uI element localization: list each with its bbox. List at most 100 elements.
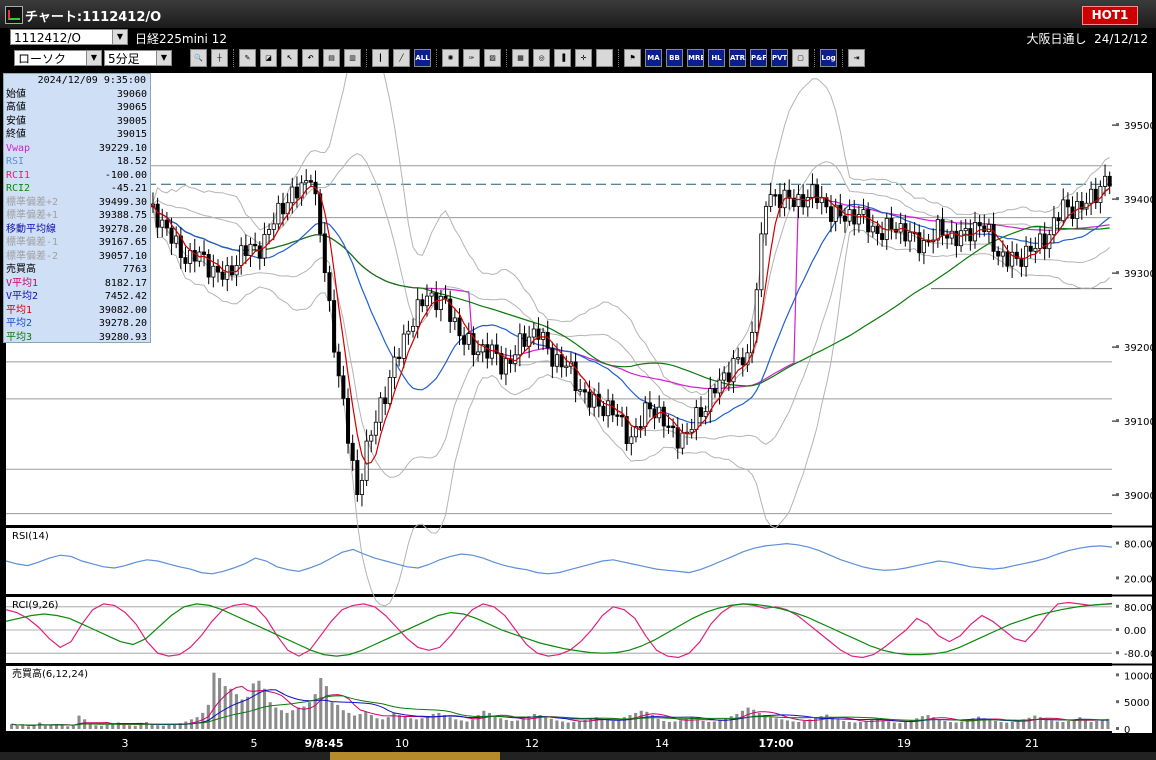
candle-body (383, 397, 388, 405)
pvt-icon[interactable]: PVT (771, 49, 788, 67)
market-date: 大阪日通し 24/12/12 (1026, 30, 1148, 47)
candle-body (178, 235, 183, 258)
magnifier-icon[interactable]: 🔍 (190, 49, 207, 67)
frame-icon[interactable]: ▢ (792, 49, 809, 67)
candle-body (815, 184, 820, 204)
candle-body (271, 223, 276, 230)
zoom-chart-icon[interactable]: ◎ (533, 49, 550, 67)
rci-title: RCI(9,26) (12, 600, 59, 611)
volume-bar (1038, 717, 1043, 729)
candle-body (429, 292, 434, 297)
pen-icon[interactable]: ✎ (239, 49, 256, 67)
candle-body (977, 222, 982, 227)
log-icon[interactable]: Log (820, 49, 837, 67)
chart-add-icon[interactable]: ▦ (512, 49, 529, 67)
exit-icon[interactable]: ⇥ (848, 49, 865, 67)
volume-bar (825, 714, 829, 729)
candle-body (290, 186, 295, 204)
volume-bar (566, 722, 570, 729)
document-icon[interactable]: ▤ (323, 49, 340, 67)
volume-bar (774, 718, 778, 729)
candle-body (940, 219, 945, 236)
gear-icon[interactable]: ✺ (442, 49, 459, 67)
candle-body (661, 406, 666, 427)
blank-icon[interactable] (596, 49, 613, 67)
volume-bar (780, 719, 784, 729)
palette-icon[interactable]: ▨ (484, 49, 501, 67)
candle-body (587, 391, 592, 408)
candle-body (420, 299, 425, 307)
info-value: 39082.00 (98, 304, 147, 316)
rsi-line (6, 542, 1113, 575)
y-tick-dot (1116, 727, 1119, 730)
volume-bar (60, 725, 64, 729)
info-row: 標準偏差+1 39388.75 (4, 209, 150, 223)
undo-icon[interactable]: ↶ (302, 49, 319, 67)
candle-body (698, 407, 704, 417)
flag-icon[interactable]: ⚑ (624, 49, 641, 67)
mre-icon[interactable]: MRE (687, 49, 704, 67)
horizontal-scrollbar[interactable] (0, 752, 1156, 760)
symbol-combo[interactable]: 1112412/O ▼ (10, 29, 128, 45)
bar-chart-icon[interactable]: ▐ (554, 49, 571, 67)
candle-body (536, 328, 541, 340)
chart-area[interactable]: 39500 39400 39300 39200 39100 39000 RSI(14) 80.… (6, 73, 1152, 753)
candle-body (982, 225, 987, 233)
hl-icon[interactable]: HL (708, 49, 725, 67)
chevron-down-icon[interactable]: ▼ (156, 51, 171, 65)
candle-body (155, 203, 160, 228)
bb-icon[interactable]: BB (666, 49, 683, 67)
candle-icon[interactable]: ┃ (372, 49, 389, 67)
y-tick-dot (1116, 493, 1119, 497)
candle-body (327, 272, 332, 301)
candle-body (1042, 233, 1047, 250)
atr-icon[interactable]: ATR (729, 49, 746, 67)
candle-body (248, 243, 253, 256)
line-chart-icon[interactable]: ╱ (393, 49, 410, 67)
volume-bar (971, 718, 975, 729)
crosshair-icon[interactable]: ┼ (211, 49, 228, 67)
volume-bar (364, 711, 368, 729)
pg-icon[interactable]: P&F (750, 49, 767, 67)
chevron-down-icon[interactable]: ▼ (112, 30, 127, 44)
interval-select[interactable]: 5分足 ▼ (104, 50, 172, 66)
mark-icon[interactable]: ✛ (575, 49, 592, 67)
volume-bar (1022, 719, 1026, 729)
trash-icon[interactable]: ▥ (344, 49, 361, 67)
info-label: 終値 (6, 129, 26, 140)
candle-body (917, 232, 922, 254)
volume-bar (791, 721, 795, 729)
candle-body (852, 209, 857, 225)
candle-body (304, 180, 309, 184)
y-tick-dot (1116, 576, 1119, 580)
ma-icon[interactable]: MA (645, 49, 662, 67)
volume-bar (229, 688, 233, 729)
candle-body (401, 333, 406, 359)
volume-bar (375, 718, 379, 729)
candle-body (1103, 175, 1108, 187)
volume-bar (634, 712, 638, 729)
volume-bar (561, 721, 565, 729)
info-row: RCI2 -45.21 (4, 182, 150, 196)
candle-body (229, 265, 234, 276)
volume-bar (695, 719, 700, 729)
pointer-icon[interactable]: ↖ (281, 49, 298, 67)
volume-bar (291, 710, 295, 729)
candle-body (689, 429, 694, 433)
title-bar[interactable]: チャート:1112412/O HOT1 (0, 0, 1156, 29)
candle-body (796, 194, 801, 207)
volume-bar (381, 719, 385, 729)
volume-bar (161, 725, 165, 729)
all-icon[interactable]: ALL (414, 49, 431, 67)
wrench-icon[interactable]: ✑ (463, 49, 480, 67)
chevron-down-icon[interactable]: ▼ (86, 51, 101, 65)
eraser-icon[interactable]: ◪ (260, 49, 277, 67)
interval-value: 5分足 (108, 52, 140, 66)
volume-bar (830, 717, 834, 729)
hot-button[interactable]: HOT1 (1082, 6, 1138, 25)
scrollbar-thumb[interactable] (330, 752, 500, 760)
volume-bar (746, 707, 750, 729)
candle-body (828, 206, 834, 222)
candle-body (494, 344, 499, 354)
chart-type-select[interactable]: ローソク ▼ (14, 50, 102, 66)
